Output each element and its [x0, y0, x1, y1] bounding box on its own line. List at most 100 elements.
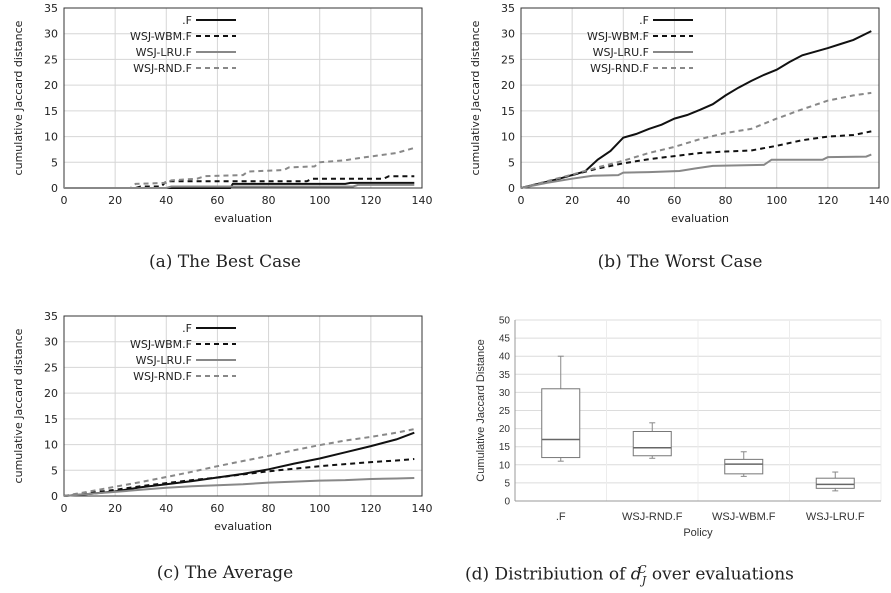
y-tick-label: 15 — [44, 105, 58, 118]
legend-label-1: WSJ-WBM.F — [130, 30, 192, 43]
series-line-2 — [63, 477, 415, 497]
y-tick-label: 20 — [501, 79, 515, 92]
x-tick-label: 20 — [565, 194, 579, 207]
y-axis-label: cumulative Jaccard distance — [469, 20, 482, 175]
x-tick-label: 40 — [616, 194, 630, 207]
y-axis-label: Cumulative Jaccard Distance — [475, 339, 487, 481]
x-tick-label: 120 — [360, 194, 381, 207]
y-tick-label: 30 — [44, 336, 58, 349]
x-tick-label: 100 — [309, 194, 330, 207]
x-axis-label: evaluation — [214, 212, 272, 225]
y-tick-label: 20 — [44, 79, 58, 92]
legend-label-3: WSJ-RND.F — [133, 62, 192, 75]
category-label-3: WSJ-LRU.F — [806, 511, 865, 523]
x-tick-label: 20 — [108, 194, 122, 207]
plot-frame — [63, 315, 423, 497]
x-tick-label: 80 — [262, 194, 276, 207]
chart-average: 0 5 10 15 20 25 30 35 0 20 40 60 80 100 120 140 evaluati… — [12, 310, 433, 533]
series-line-1 — [63, 458, 415, 497]
box-0 — [541, 388, 581, 459]
category-label-1: WSJ-RND.F — [622, 511, 683, 523]
series-line-3 — [63, 428, 415, 497]
legend-label-2: WSJ-LRU.F — [593, 46, 649, 59]
y-tick-label: 15 — [499, 442, 511, 453]
y-tick-label: 50 — [499, 316, 511, 327]
chart-distribution-boxplot: 0 5 10 15 20 25 30 35 40 45 50 .F WSJ-RND.F WSJ-WBM.F… — [475, 316, 882, 539]
y-tick-label: 30 — [44, 28, 58, 41]
y-axis-label: cumulative Jaccard distance — [12, 20, 25, 175]
y-tick-label: 0 — [508, 182, 515, 195]
category-label-0: .F — [556, 511, 566, 523]
plot-frame — [520, 7, 880, 189]
y-tick-label: 25 — [499, 406, 511, 417]
caption-c: (c) The Average — [156, 563, 294, 583]
caption-b: (b) The Worst Case — [597, 252, 763, 272]
legend-label-3: WSJ-RND.F — [590, 62, 649, 75]
box-3 — [815, 477, 855, 489]
x-tick-label: 140 — [412, 502, 433, 515]
y-tick-label: 35 — [44, 2, 58, 15]
y-tick-label: 35 — [44, 310, 58, 323]
x-tick-label: 100 — [309, 502, 330, 515]
x-tick-label: 120 — [817, 194, 838, 207]
y-tick-label: 10 — [501, 131, 515, 144]
x-tick-label: 60 — [210, 194, 224, 207]
x-tick-label: 60 — [667, 194, 681, 207]
chart-best-case: 0 5 10 15 20 25 30 35 0 20 40 60 80 100 120 140 evaluati… — [12, 2, 433, 225]
series-line-2 — [520, 153, 872, 189]
y-tick-label: 25 — [501, 53, 515, 66]
x-tick-label: 140 — [412, 194, 433, 207]
y-tick-label: 20 — [499, 424, 511, 435]
y-tick-label: 40 — [499, 352, 511, 363]
y-tick-label: 0 — [51, 490, 58, 503]
x-tick-label: 100 — [766, 194, 787, 207]
x-tick-label: 0 — [61, 194, 68, 207]
y-tick-label: 15 — [501, 105, 515, 118]
legend-label-0: .F — [182, 322, 192, 335]
legend-label-0: .F — [639, 14, 649, 27]
y-tick-label: 45 — [499, 334, 511, 345]
y-tick-label: 5 — [508, 156, 515, 169]
box-1 — [632, 430, 672, 457]
y-tick-label: 30 — [501, 28, 515, 41]
y-tick-label: 10 — [44, 439, 58, 452]
chart-worst-case: 0 5 10 15 20 25 30 35 0 20 40 60 80 100 120 140 evaluati… — [469, 2, 890, 225]
y-tick-label: 35 — [499, 370, 511, 381]
y-tick-label: 30 — [499, 388, 511, 399]
series-line-1 — [520, 130, 872, 189]
y-tick-label: 0 — [504, 497, 510, 508]
legend-label-0: .F — [182, 14, 192, 27]
y-tick-label: 5 — [504, 478, 510, 489]
x-tick-label: 0 — [61, 502, 68, 515]
plot-frame — [63, 7, 423, 189]
y-tick-label: 25 — [44, 53, 58, 66]
legend-label-2: WSJ-LRU.F — [136, 46, 192, 59]
series-line-0 — [63, 431, 415, 497]
y-tick-label: 5 — [51, 464, 58, 477]
x-tick-label: 80 — [262, 502, 276, 515]
x-tick-label: 140 — [869, 194, 890, 207]
x-tick-label: 0 — [518, 194, 525, 207]
x-axis-label: evaluation — [214, 520, 272, 533]
series-line-0 — [64, 181, 415, 189]
series-line-3 — [64, 146, 415, 189]
y-tick-label: 15 — [44, 413, 58, 426]
legend-label-3: WSJ-RND.F — [133, 370, 192, 383]
y-tick-label: 10 — [44, 131, 58, 144]
y-tick-label: 0 — [51, 182, 58, 195]
box-2 — [724, 458, 764, 475]
series-line-2 — [64, 183, 415, 189]
legend-label-2: WSJ-LRU.F — [136, 354, 192, 367]
category-label-2: WSJ-WBM.F — [712, 511, 776, 523]
legend-label-1: WSJ-WBM.F — [587, 30, 649, 43]
x-axis-label: evaluation — [671, 212, 729, 225]
x-tick-label: 120 — [360, 502, 381, 515]
y-tick-label: 35 — [501, 2, 515, 15]
series-line-3 — [520, 91, 872, 189]
x-tick-label: 40 — [159, 502, 173, 515]
x-tick-label: 80 — [719, 194, 733, 207]
x-tick-label: 40 — [159, 194, 173, 207]
caption-d: (d) Distribiution of dJC over evaluation… — [465, 563, 794, 588]
x-axis-label: Policy — [683, 527, 713, 539]
series-line-0 — [520, 30, 872, 189]
